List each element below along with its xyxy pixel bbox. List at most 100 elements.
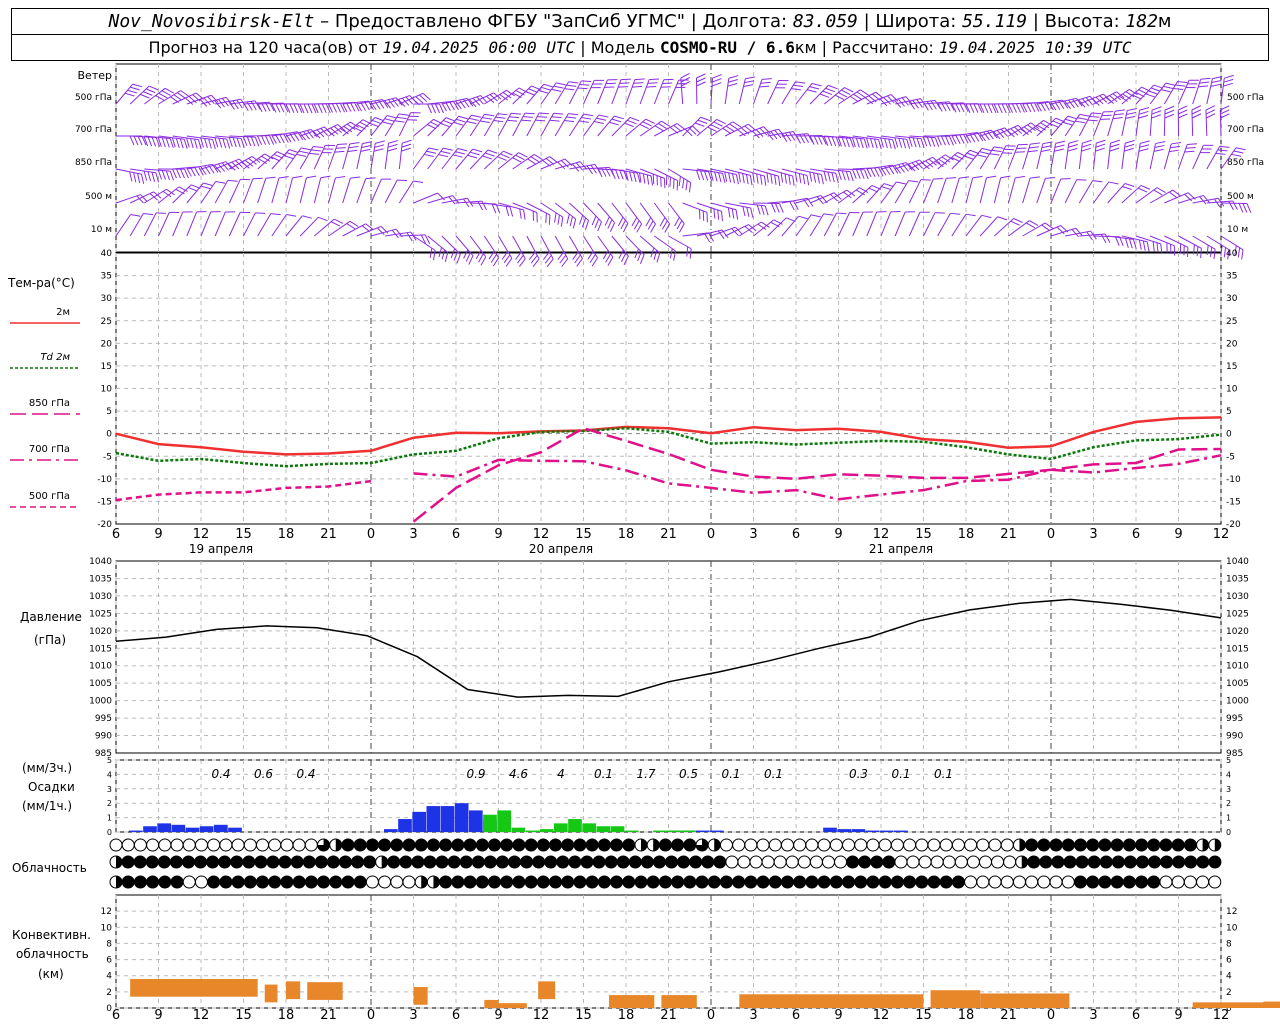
cloud-cover-circle — [1073, 838, 1087, 852]
barb-feather — [676, 220, 683, 230]
wind-barb — [880, 181, 907, 204]
cloud-cover-circle — [487, 838, 501, 852]
wind-barb — [186, 211, 207, 237]
barb-feather — [731, 208, 735, 219]
barb-feather — [831, 172, 835, 183]
barb-feather — [453, 121, 464, 126]
barb-feather — [1010, 220, 1020, 226]
barb-feather — [987, 103, 993, 114]
barb-feather — [254, 136, 260, 147]
wind-barb — [625, 78, 645, 105]
barb-feather — [1185, 147, 1196, 149]
barb-feather — [1062, 121, 1073, 126]
barb-feather — [650, 175, 654, 186]
barb-feather — [346, 123, 356, 131]
wind-barb — [484, 89, 515, 105]
wind-level-label: 700 гПа — [75, 125, 112, 135]
cloud-cover-circle — [573, 838, 587, 852]
barb-shaft — [738, 78, 746, 105]
wind-barb — [781, 168, 810, 186]
barb-feather — [369, 122, 379, 128]
barb-feather — [572, 218, 577, 229]
barb-feather — [853, 93, 863, 100]
barb-feather — [851, 137, 856, 148]
barb-feather — [137, 135, 143, 146]
barb-shaft — [639, 168, 665, 179]
barb-shaft — [427, 195, 453, 204]
cloud-cover-circle — [146, 875, 160, 889]
barb-feather — [293, 103, 299, 113]
barb-feather — [1034, 102, 1040, 112]
barb-feather — [752, 172, 755, 183]
barb-shaft — [809, 192, 835, 204]
barb-feather — [650, 247, 655, 258]
wind-barb — [342, 176, 361, 204]
barb-feather — [752, 130, 760, 139]
cloud-cover-circle — [463, 875, 477, 889]
barb-feather — [1115, 109, 1125, 112]
barb-feather — [306, 175, 317, 179]
x-tick-label: 9 — [1174, 527, 1182, 542]
precip-bar-other — [667, 830, 681, 832]
barb-feather — [654, 125, 664, 132]
barb-feather — [1027, 124, 1036, 132]
cloud-cover-half — [433, 876, 440, 888]
barb-shaft — [767, 168, 793, 177]
barb-feather — [883, 97, 891, 105]
cloud-cover-circle — [1159, 875, 1173, 889]
cloud-cover-circle — [780, 875, 794, 889]
wind-barb — [993, 145, 1016, 170]
wind-barb — [228, 178, 251, 204]
barb-feather — [255, 212, 266, 214]
cloud-cover-circle — [459, 855, 473, 869]
cloud-cover-circle — [951, 838, 965, 852]
barb-feather — [1040, 149, 1051, 152]
barb-feather — [419, 94, 428, 102]
barb-shaft — [923, 154, 946, 170]
barb-shaft — [937, 151, 958, 170]
barb-shaft — [824, 189, 848, 204]
y-tick-label: 1025 — [1226, 609, 1249, 619]
barb-shaft — [469, 235, 487, 258]
barb-feather — [993, 146, 1004, 149]
barb-feather — [874, 167, 880, 177]
wind-barb — [611, 78, 631, 105]
barb-shaft — [1078, 180, 1094, 204]
wind-barb — [271, 149, 299, 170]
barb-feather — [843, 191, 852, 199]
conv-title: Конвективн. — [12, 928, 91, 942]
barb-shaft — [639, 235, 661, 254]
wind-barb — [399, 234, 431, 245]
barb-feather — [1129, 238, 1133, 249]
barb-feather — [1232, 200, 1238, 210]
y-tick-label: 35 — [101, 272, 112, 282]
barb-feather — [742, 173, 745, 184]
barb-feather — [1160, 243, 1163, 254]
barb-feather — [983, 131, 990, 141]
barb-feather — [190, 138, 194, 149]
barb-shaft — [682, 232, 709, 237]
cloud-cover-circle — [1037, 875, 1051, 889]
y-tick-label: 0 — [107, 828, 112, 837]
barb-feather — [1092, 180, 1103, 183]
barb-feather — [180, 168, 185, 179]
barb-feather — [778, 79, 789, 82]
wind-barb — [1064, 179, 1087, 204]
barb-feather — [299, 132, 307, 141]
barb-feather — [169, 211, 180, 213]
date-label: 20 апреля — [529, 542, 593, 556]
barb-feather — [530, 156, 540, 163]
barb-shaft — [1135, 187, 1158, 204]
barb-feather — [930, 100, 937, 110]
cloud-cover-circle — [544, 855, 558, 869]
barb-feather — [140, 174, 145, 184]
barb-feather — [835, 136, 841, 147]
barb-shaft — [568, 113, 584, 137]
precip-bar-other — [554, 823, 568, 832]
barb-feather — [605, 167, 611, 177]
cloud-cover-circle — [1183, 838, 1197, 852]
wind-barb — [866, 94, 899, 107]
barb-feather — [835, 173, 839, 183]
barb-feather — [420, 234, 427, 245]
barb-feather — [1154, 144, 1165, 148]
